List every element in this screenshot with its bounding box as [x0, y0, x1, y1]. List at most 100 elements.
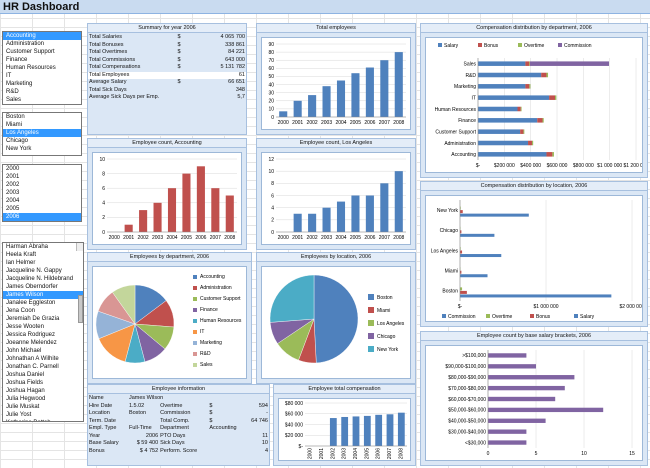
list-item[interactable]: Julie Yost	[6, 412, 32, 418]
bar	[478, 106, 518, 112]
list-item[interactable]: Human Resources	[6, 65, 56, 71]
list-item[interactable]: Finance	[6, 57, 28, 63]
list-item[interactable]: R&D	[6, 89, 19, 95]
list-item[interactable]: Joshua Hagan	[6, 388, 45, 394]
table-cell: $	[177, 56, 181, 63]
table-cell: $	[209, 410, 213, 416]
emp-comp-title: Employee total compensation	[274, 385, 415, 394]
bar	[546, 152, 553, 157]
tick-label: $-	[476, 163, 481, 169]
list-item[interactable]: Julia Hegwood	[6, 396, 46, 402]
list-item[interactable]: 2002	[6, 182, 20, 188]
tick-label: $70,000-$80,000	[448, 386, 486, 392]
tick-label: 2002	[307, 120, 318, 126]
bar	[478, 140, 529, 146]
list-item[interactable]: John Michael	[6, 348, 42, 354]
bar	[478, 61, 526, 66]
list-item[interactable]: Jesse Wooten	[6, 324, 44, 330]
list-item[interactable]: Sales	[6, 97, 22, 103]
tick-label: 2000	[308, 448, 314, 459]
table-cell: Name	[89, 395, 104, 401]
list-item[interactable]: 2001	[6, 174, 20, 180]
bar	[322, 207, 331, 232]
employee-scrollbar[interactable]	[76, 243, 83, 323]
list-item[interactable]: Administration	[6, 41, 45, 47]
list-item[interactable]: Johnathan A Wilhite	[6, 356, 59, 362]
tick-label: 60	[268, 66, 274, 72]
legend-label: Bonus	[536, 314, 551, 320]
list-item[interactable]: Jacqueline N. Gappy	[6, 268, 62, 274]
table-cell	[176, 94, 187, 102]
tick-label: $40 000	[285, 422, 303, 428]
bar	[488, 396, 556, 402]
bar	[386, 414, 394, 446]
tick-label: 90	[268, 42, 274, 48]
list-item[interactable]: New York	[6, 146, 32, 152]
list-item[interactable]: IT	[6, 73, 12, 79]
tick-label: $90,000-$100,000	[445, 364, 486, 370]
employee-listbox[interactable]: Harman Abraha Heela Kraft Ian Helmer Jacque…	[2, 242, 84, 422]
salary-brackets-chart: 0 5 10 15 >$100,000 $90,000-$100,000 $80,000-$…	[445, 350, 635, 457]
legend-label: Chicago	[377, 334, 396, 340]
list-item[interactable]: 2006	[3, 213, 81, 221]
list-item[interactable]: Harman Abraha	[6, 244, 49, 250]
list-item[interactable]: 2003	[6, 190, 20, 196]
list-item[interactable]: 2007	[3, 221, 81, 222]
list-item[interactable]: Jeremiah De Grazia	[6, 316, 60, 322]
list-item[interactable]: Joshua Daniel	[6, 372, 45, 378]
summary-table: Total Salaries $4 065 700 Total Bonuses $33…	[88, 34, 246, 102]
tick-label: 0	[102, 230, 105, 236]
bar	[460, 254, 502, 258]
list-item[interactable]: Miami	[6, 122, 22, 128]
table-cell: 5 131 782	[220, 64, 245, 70]
legend-label: Human Resources	[200, 318, 242, 324]
list-item[interactable]: Boston	[6, 114, 25, 120]
tick-label: IT	[472, 95, 476, 101]
table-cell: Total Commissions	[89, 56, 136, 63]
by-loc-chart: Boston Miami Los Angeles Chicago New York	[269, 274, 405, 364]
department-listbox[interactable]: Accounting Administration Customer Support…	[2, 31, 82, 105]
tick-label: <$30,000	[465, 440, 486, 446]
list-item[interactable]: 2000	[6, 166, 20, 172]
scroll-thumb[interactable]	[78, 295, 83, 323]
bar	[488, 418, 546, 423]
table-row: Total Bonuses $338 861	[88, 41, 246, 49]
list-item[interactable]: Joshua Fields	[6, 380, 44, 386]
list-item[interactable]: James Oberndorfer	[6, 284, 58, 290]
bar	[460, 213, 529, 217]
list-item[interactable]: Heela Kraft	[6, 252, 37, 258]
bar	[520, 106, 522, 112]
legend-swatch	[368, 333, 374, 339]
list-item[interactable]: Jacqueline N. Hildebrand	[6, 276, 74, 282]
tick-label: 2005	[364, 448, 370, 459]
list-item[interactable]: Jessica Rodriguez	[6, 332, 56, 338]
list-item[interactable]: 2005	[6, 206, 20, 212]
location-listbox[interactable]: Boston Miami Los Angeles Chicago New York	[2, 112, 82, 156]
bar	[167, 188, 177, 232]
legend-swatch	[438, 43, 442, 47]
bar	[478, 95, 550, 100]
list-item[interactable]: Jena Coon	[6, 308, 36, 314]
list-item[interactable]: Los Angeles	[3, 129, 81, 137]
table-cell: Location	[89, 410, 110, 416]
list-item[interactable]: Chicago	[6, 138, 29, 144]
list-item[interactable]: Marketing	[6, 81, 33, 87]
list-item[interactable]: Customer Support	[6, 49, 55, 55]
list-item[interactable]: Jonathan C. Parnell	[6, 364, 59, 370]
list-item[interactable]: 2004	[6, 198, 20, 204]
list-item[interactable]: Julie Muskat	[6, 404, 40, 410]
tick-label: 2001	[292, 120, 303, 126]
tick-label: 6	[271, 193, 274, 199]
list-item[interactable]: James Wilson	[3, 291, 83, 299]
list-item[interactable]: Janalee Eggleston	[6, 300, 56, 306]
tick-label: $30,000-$40,000	[448, 429, 486, 435]
list-item[interactable]: Katherine Battah	[3, 419, 83, 421]
comp-dept-title: Compensation distribution by department,…	[421, 24, 647, 33]
table-cell: $ 4 752	[139, 447, 159, 454]
list-item[interactable]: Ian Helmer	[6, 260, 36, 266]
tick-label: 70	[268, 58, 274, 64]
list-item[interactable]: Accounting	[3, 32, 81, 40]
list-item[interactable]: Joeanne Melendez	[6, 340, 57, 346]
bar	[380, 60, 389, 117]
